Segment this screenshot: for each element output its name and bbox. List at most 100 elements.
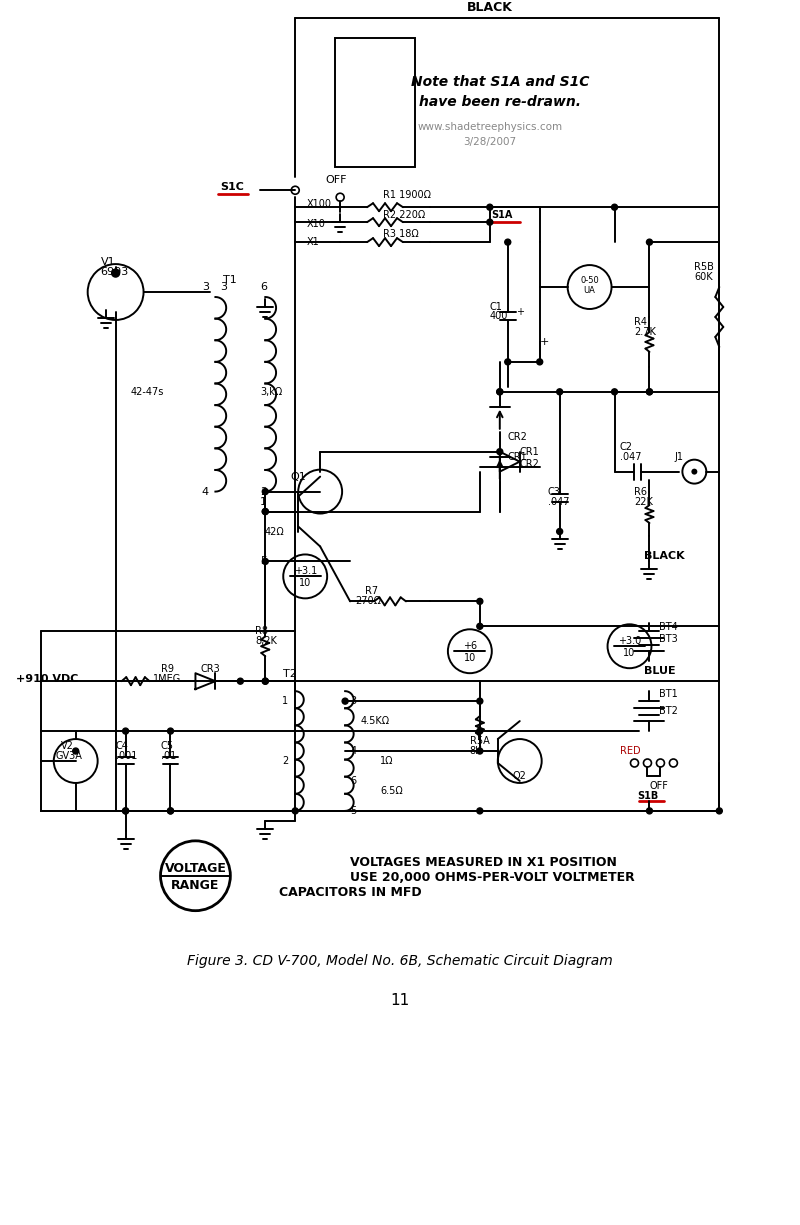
Text: CR3: CR3 <box>201 664 220 674</box>
Text: 6: 6 <box>260 282 267 292</box>
Circle shape <box>487 219 493 225</box>
Text: V1: V1 <box>101 257 115 267</box>
Circle shape <box>262 679 268 685</box>
Circle shape <box>262 508 268 514</box>
Text: C3: C3 <box>548 486 561 496</box>
Circle shape <box>342 698 348 704</box>
Text: +: + <box>516 307 524 317</box>
Text: +6: +6 <box>462 641 477 652</box>
Text: GV3A: GV3A <box>56 751 82 761</box>
Text: Figure 3. CD V-700, Model No. 6B, Schematic Circuit Diagram: Figure 3. CD V-700, Model No. 6B, Schema… <box>187 953 613 968</box>
Text: CR1: CR1 <box>508 452 527 462</box>
Text: 2: 2 <box>282 756 288 766</box>
Text: BLUE: BLUE <box>644 666 675 676</box>
Text: BLACK: BLACK <box>467 1 513 15</box>
Text: 2.7K: 2.7K <box>634 327 656 337</box>
Circle shape <box>497 448 502 454</box>
Text: 60K: 60K <box>694 272 713 282</box>
Text: .047: .047 <box>619 452 641 462</box>
Circle shape <box>122 808 129 813</box>
Text: BT1: BT1 <box>659 690 678 699</box>
Text: 4: 4 <box>202 486 209 496</box>
Text: 1: 1 <box>282 696 288 706</box>
Circle shape <box>537 359 542 365</box>
Text: R9: R9 <box>161 664 174 674</box>
Circle shape <box>167 808 174 813</box>
Circle shape <box>122 808 129 813</box>
Circle shape <box>716 808 722 813</box>
Circle shape <box>505 239 510 245</box>
Circle shape <box>691 469 698 474</box>
Circle shape <box>646 388 653 394</box>
Circle shape <box>646 239 653 245</box>
Text: 270Ω: 270Ω <box>355 597 381 606</box>
Text: Q2: Q2 <box>513 771 526 782</box>
Text: CAPACITORS IN MFD: CAPACITORS IN MFD <box>278 886 422 899</box>
Circle shape <box>477 624 483 630</box>
Circle shape <box>262 508 268 514</box>
Text: UA: UA <box>584 285 595 294</box>
Text: 22K: 22K <box>634 496 654 507</box>
Text: 1MEG.: 1MEG. <box>153 674 184 685</box>
Circle shape <box>262 489 268 495</box>
Circle shape <box>262 679 268 685</box>
Text: C4: C4 <box>116 741 129 751</box>
Circle shape <box>73 748 78 755</box>
Text: R3 18Ω: R3 18Ω <box>383 229 418 239</box>
Circle shape <box>557 388 562 394</box>
Text: R1 1900Ω: R1 1900Ω <box>383 190 431 200</box>
Circle shape <box>505 359 510 365</box>
Text: Note that S1A and S1C: Note that S1A and S1C <box>410 76 589 89</box>
Circle shape <box>487 205 493 211</box>
Text: have been re-drawn.: have been re-drawn. <box>418 96 581 109</box>
Text: R7: R7 <box>365 587 378 597</box>
Text: S1B: S1B <box>637 791 658 801</box>
Text: C1: C1 <box>490 303 502 312</box>
Text: 3/28/2007: 3/28/2007 <box>463 137 516 147</box>
Circle shape <box>292 808 298 813</box>
Text: +910 VDC: +910 VDC <box>16 674 78 685</box>
Circle shape <box>167 728 174 734</box>
Text: C2: C2 <box>619 442 633 452</box>
Text: R2 220Ω: R2 220Ω <box>383 211 426 220</box>
Text: BT3: BT3 <box>659 635 678 644</box>
Text: .047: .047 <box>548 496 569 507</box>
Text: 3,kΩ: 3,kΩ <box>260 387 282 397</box>
Circle shape <box>477 748 483 755</box>
Text: 8K: 8K <box>470 746 482 756</box>
Text: RANGE: RANGE <box>171 880 220 892</box>
Text: R4: R4 <box>634 317 647 327</box>
Text: V2: V2 <box>61 741 74 751</box>
Circle shape <box>238 679 243 685</box>
Bar <box>335 38 415 168</box>
Text: CR2: CR2 <box>508 431 528 442</box>
Circle shape <box>262 559 268 565</box>
Text: 5: 5 <box>260 556 267 566</box>
Text: X1: X1 <box>307 238 320 247</box>
Circle shape <box>477 598 483 604</box>
Text: +3.0: +3.0 <box>618 636 641 647</box>
Circle shape <box>557 528 562 534</box>
Text: 8,2K: 8,2K <box>255 636 277 647</box>
Text: 2: 2 <box>260 486 267 496</box>
Text: R6: R6 <box>634 486 647 496</box>
Text: S1C: S1C <box>220 183 244 192</box>
Text: Q1: Q1 <box>290 472 306 481</box>
Circle shape <box>497 388 502 394</box>
Text: 3: 3 <box>202 282 209 292</box>
Text: +: + <box>540 337 550 347</box>
Text: RED: RED <box>619 746 640 756</box>
Text: .01: .01 <box>161 751 176 761</box>
Text: OFF: OFF <box>650 782 668 791</box>
Text: T1: T1 <box>223 276 238 285</box>
Text: BT2: BT2 <box>659 706 678 717</box>
Text: 10: 10 <box>464 653 476 663</box>
Text: 6993: 6993 <box>101 267 129 277</box>
Circle shape <box>497 388 502 394</box>
Circle shape <box>646 808 653 813</box>
Text: USE 20,000 OHMS-PER-VOLT VOLTMETER: USE 20,000 OHMS-PER-VOLT VOLTMETER <box>350 871 635 884</box>
Text: www.shadetreephysics.com: www.shadetreephysics.com <box>418 122 562 132</box>
Circle shape <box>477 698 483 704</box>
Text: .001: .001 <box>116 751 137 761</box>
Text: 3: 3 <box>220 282 227 292</box>
